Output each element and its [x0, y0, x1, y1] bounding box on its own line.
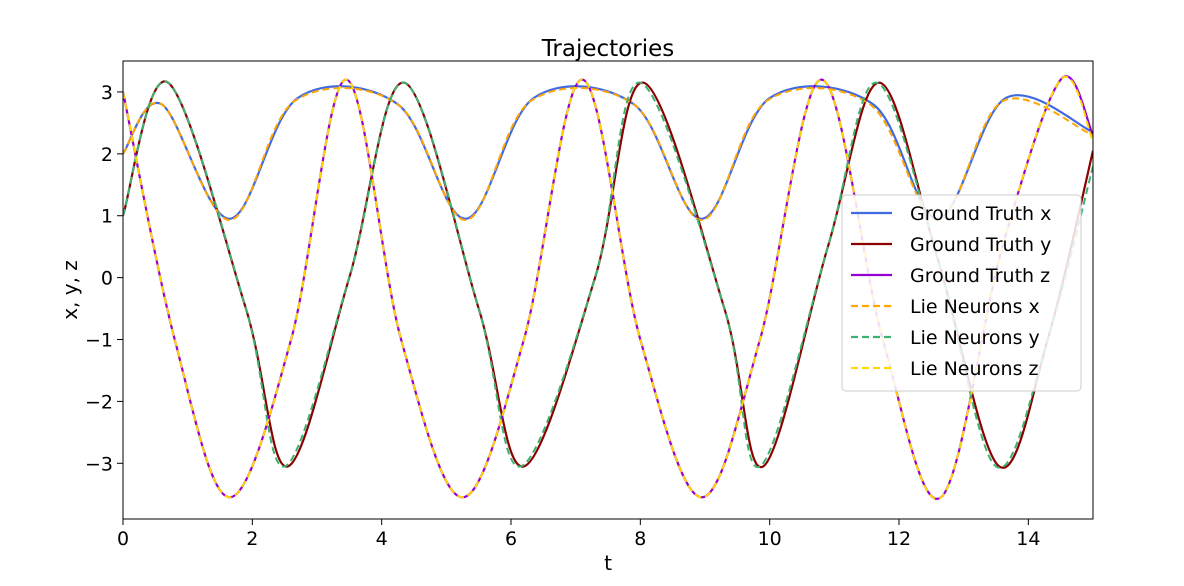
x-tick-label: 4 — [376, 528, 388, 550]
y-axis: 3 2 1 0 −1 −2 −3 — [85, 82, 123, 475]
x-tick-label: 0 — [117, 528, 129, 550]
legend: Ground Truth x Ground Truth y Ground Truth… — [841, 194, 1082, 392]
legend-label: Lie Neurons y — [910, 327, 1040, 349]
x-axis: 0 2 4 6 8 10 12 14 — [117, 519, 1040, 550]
y-tick-label: 3 — [101, 82, 113, 104]
x-tick-label: 14 — [1016, 528, 1040, 550]
legend-label: Ground Truth y — [910, 234, 1051, 256]
x-axis-label: t — [604, 551, 612, 575]
x-tick-label: 8 — [634, 528, 646, 550]
x-tick-label: 2 — [246, 528, 258, 550]
y-axis-label: x, y, z — [58, 260, 82, 320]
x-tick-label: 6 — [505, 528, 517, 550]
plot-frame — [122, 60, 1094, 520]
chart-title: Trajectories — [541, 36, 674, 62]
y-tick-label: 2 — [101, 144, 113, 166]
y-tick-label: 1 — [101, 206, 113, 228]
legend-label: Lie Neurons z — [910, 358, 1039, 380]
legend-label: Lie Neurons x — [910, 296, 1040, 318]
x-tick-label: 12 — [887, 528, 911, 550]
legend-label: Ground Truth z — [910, 265, 1050, 287]
y-tick-label: 0 — [101, 268, 113, 290]
y-tick-label: −1 — [85, 330, 113, 352]
y-tick-label: −3 — [85, 453, 113, 475]
y-tick-label: −2 — [85, 391, 113, 413]
series-line-5 — [123, 75, 1093, 500]
x-tick-label: 10 — [758, 528, 782, 550]
legend-label: Ground Truth x — [910, 203, 1051, 225]
legend-box — [841, 194, 1082, 392]
